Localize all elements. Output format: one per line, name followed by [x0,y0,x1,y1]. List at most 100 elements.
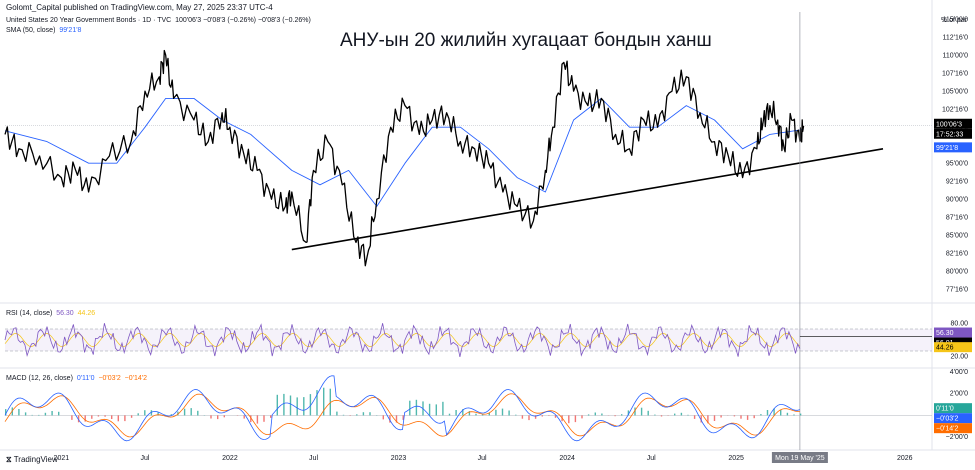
macd-hist-bar [283,393,285,416]
macd-hist-bar [746,415,749,420]
macd-hist-bar [38,414,40,416]
published-header: Golomt_Capital published on TradingView.… [6,3,273,12]
macd-hist: −0'14'2 [124,375,148,382]
macd-tag: −0'14'2 [936,426,958,433]
macd-hist-bar [468,411,471,416]
macd-hist-bar [44,412,47,416]
macd-hist-bar [71,415,73,420]
macd-hist-bar [587,414,590,416]
macd-hist-bar [713,415,716,421]
rsi-legend: RSI (14, close) 56.30 44.26 [6,310,95,317]
xaxis-label: 2021 [54,455,70,462]
rsi-band [5,329,932,351]
macd-hist-bar [197,410,199,416]
macd-hist-bar [289,395,292,416]
macd-hist-bar [243,415,245,419]
macd-hist-bar [97,415,100,417]
macd-hist-bar [409,400,411,416]
macd-hist-bar [647,410,649,416]
price-line [4,49,805,267]
macd-hist-bar [190,408,192,416]
macd-hist-bar [323,387,325,416]
macd-hist-bar [362,412,365,416]
cursor-date-label: Mon 19 May '25 [775,455,825,462]
macd-hist-bar [329,388,331,416]
footer-brand[interactable]: ⧖ TradingView [6,455,58,465]
price-tick-label: 92'16'0 [946,179,968,186]
price-tick-label: 80'00'0 [946,269,968,276]
rsi-label: RSI (14, close) [6,310,53,317]
macd-hist-bar [5,409,7,416]
macd-hist-bar [130,415,133,418]
macd-hist-bar [117,415,119,422]
macd-hist-bar [508,410,510,416]
macd-hist-bar [402,415,404,420]
macd-hist-bar [753,415,755,419]
macd-hist-bar [654,414,656,416]
rsi-tag-bg [934,327,972,338]
rsi-tag-bg [934,342,972,353]
price-tick-label: 105'00'0 [942,89,968,96]
xaxis-label: 2026 [897,455,913,462]
macd-hist-bar [18,409,20,416]
macd-hist-bar [455,410,457,416]
macd-hist-bar [693,415,696,419]
macd-hist-bar [786,412,789,416]
xaxis-label: Jul [478,455,487,462]
price-tick-label: 95'00'0 [946,161,968,168]
macd-hist-bar [263,415,265,422]
rsi-ma-value: 44.26 [77,310,96,317]
macd-hist-bar [296,397,298,416]
macd-hist-bar [170,414,172,416]
macd-hist-bar [250,415,252,423]
macd-tag-bg [934,423,972,434]
sma-label: SMA (50, close) [6,27,56,34]
price-tag-bg [934,118,972,129]
macd-hist-bar [31,414,33,416]
sma-value: 99'21'8 [59,27,82,34]
macd-tag: 0'11'0 [936,406,954,413]
macd-hist-bar [256,415,259,424]
macd-hist-bar [674,413,676,416]
macd-hist-bar [356,414,358,416]
macd-hist-bar [316,390,318,416]
macd-hist-bar [183,408,186,416]
macd-hist-bar [521,415,524,419]
macd-hist-bar [309,394,312,416]
sma-legend: SMA (50, close) 99'21'8 [6,27,81,34]
price-tag: 100'06'3 [936,121,962,128]
macd-hist-bar [223,415,225,418]
macd-hist-bar [793,414,795,416]
macd-hist-bar [24,412,27,416]
tradingview-logo-icon: ⧖ [6,455,12,464]
macd-hist-bar [389,415,391,423]
macd-legend: MACD (12, 26, close) 0'11'0 −0'03'2 −0'1… [6,375,147,382]
price-tick-label: 85'00'0 [946,233,968,240]
macd-hist-bar [84,415,86,422]
macd-hist-bar [395,415,398,423]
price-tick-label: 87'16'0 [946,215,968,222]
macd-hist-bar [448,413,451,416]
macd-hist-bar [760,414,762,416]
macd-hist-bar [528,415,530,421]
macd-hist-bar [773,408,775,416]
price-tick-label: 107'16'0 [942,71,968,78]
macd-hist-bar [415,399,418,416]
macd-hist-bar [111,415,113,419]
macd-hist-bar [217,415,219,420]
price-tick-label: 77'16'0 [946,287,968,294]
macd-hist-bar [276,394,278,416]
sma-tag: 99'21'8 [936,145,958,152]
symbol-name: United States 20 Year Government Bonds ·… [6,17,172,24]
macd-hist-bar [428,403,431,416]
cursor-date-bg [771,452,828,463]
macd-hist-bar [77,415,80,423]
macd-hist-bar [177,411,179,416]
ohlc-values: 100'06'3 −0'08'3 (−0.26%) −0'08'3 (−0.26… [175,17,311,24]
macd-hist-bar [303,397,305,416]
macd-hist-bar [442,401,444,416]
macd-hist-bar [488,412,490,416]
price-tick-label: 112'16'0 [942,35,968,42]
macd-hist-bar [58,411,60,416]
